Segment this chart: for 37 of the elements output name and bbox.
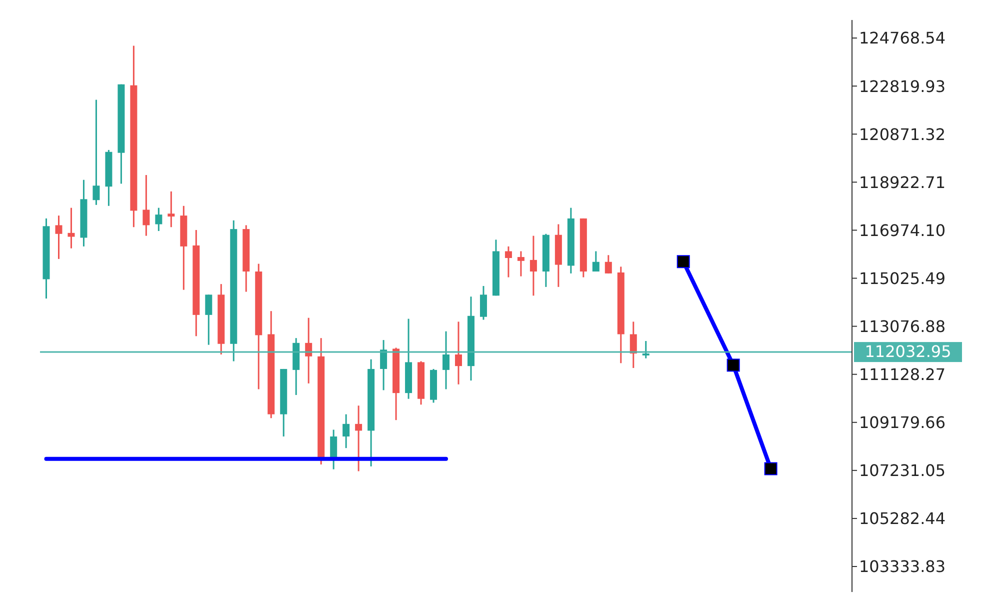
y-tick-label: 116974.10 <box>859 220 946 240</box>
y-tick-label: 109179.66 <box>859 413 946 432</box>
candlestick <box>604 254 612 274</box>
point <box>676 255 690 268</box>
candlestick <box>530 235 537 296</box>
point <box>764 462 778 476</box>
candlestick <box>68 207 75 250</box>
candlestick <box>592 250 600 272</box>
candlestick <box>504 246 512 278</box>
y-tick-label: 118922.71 <box>859 172 946 192</box>
y-tick-label: 124768.54 <box>859 28 946 48</box>
candlestick <box>517 250 524 278</box>
candlestick <box>380 339 388 391</box>
candlestick <box>142 174 150 237</box>
candlestick <box>205 294 212 346</box>
y-tick-label: 113076.88 <box>859 316 946 336</box>
candlestick <box>168 190 175 228</box>
y-tick-label: 105282.44 <box>859 509 946 528</box>
y-tick-label: 115025.49 <box>859 268 946 288</box>
candlestick <box>442 330 450 390</box>
candlestick <box>630 320 637 369</box>
candlestick <box>92 99 100 206</box>
candlestick <box>330 428 338 470</box>
candlestick <box>55 214 62 260</box>
candlestick <box>480 285 487 321</box>
candlestick <box>642 340 650 360</box>
y-tick-label: 107231.05 <box>859 461 946 480</box>
candlestick <box>454 320 462 386</box>
y-tick-label: 111128.27 <box>859 365 946 384</box>
candlestick <box>355 404 362 472</box>
candlestick <box>342 414 350 449</box>
candlestick <box>155 207 162 232</box>
y-tick-label: 120871.32 <box>859 124 946 144</box>
ref-line-label: 112032.95 <box>864 342 952 362</box>
point <box>726 358 740 372</box>
y-tick-label: 122819.93 <box>859 76 946 96</box>
y-tick-label: 103333.83 <box>859 557 946 576</box>
